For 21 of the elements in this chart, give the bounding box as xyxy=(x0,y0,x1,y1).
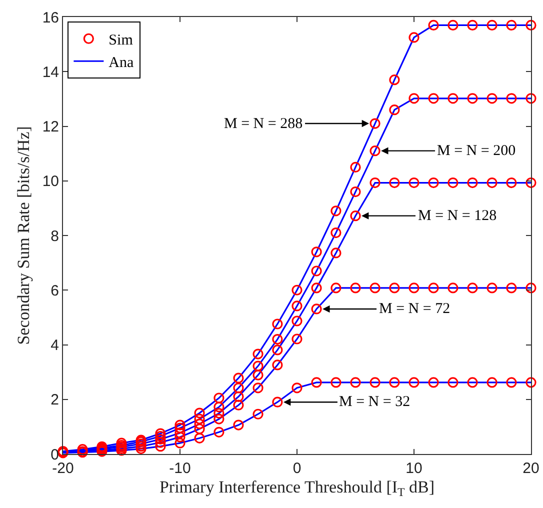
x-tick-label: 20 xyxy=(522,460,540,477)
y-tick-label: 10 xyxy=(42,173,59,190)
x-tick-label: 10 xyxy=(406,460,422,477)
annotation: M = N = 32 xyxy=(339,394,410,410)
annotation: M = N = 200 xyxy=(437,143,516,159)
x-tick-label: 0 xyxy=(292,460,302,477)
annotation: M = N = 128 xyxy=(418,208,497,224)
y-tick-label: 8 xyxy=(50,228,59,245)
y-tick-label: 12 xyxy=(42,118,59,136)
x-tick-label: -10 xyxy=(169,460,191,477)
y-tick-label: 6 xyxy=(50,282,59,300)
y-tick-label: 2 xyxy=(50,392,59,409)
y-axis-title: Secondary Sum Rate [bits/s/Hz] xyxy=(14,126,33,345)
y-tick-label: 4 xyxy=(50,337,59,354)
y-tick-label: 14 xyxy=(42,64,59,81)
annotation: M = N = 72 xyxy=(379,301,450,317)
x-axis-title: Primary Interference Threshould [I$_{T}$ dB] xyxy=(159,477,435,499)
legend-label: Ana xyxy=(108,54,134,71)
y-tick-label: 16 xyxy=(42,9,59,26)
legend-label: Sim xyxy=(108,32,134,48)
annotation: M = N = 288 xyxy=(224,116,303,132)
